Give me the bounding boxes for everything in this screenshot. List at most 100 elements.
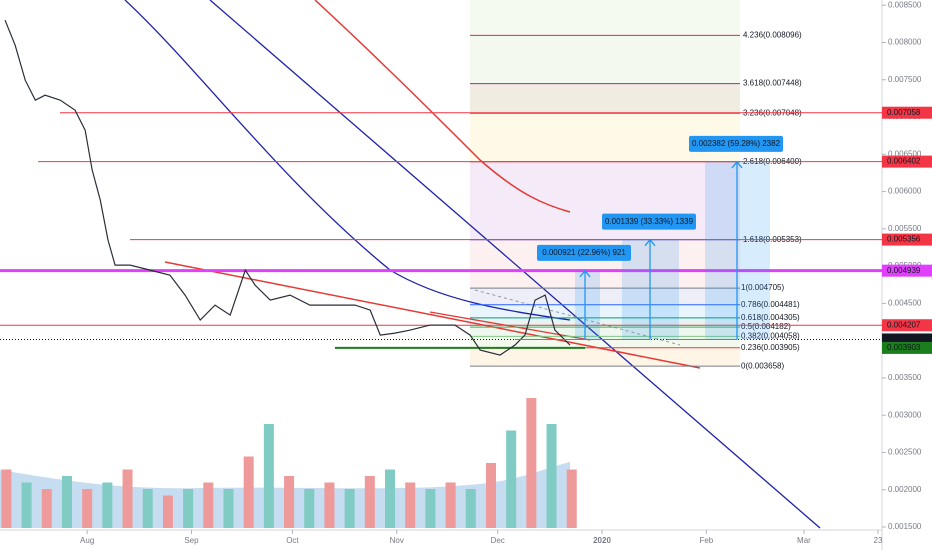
price-tag	[882, 264, 932, 277]
volume-bar	[304, 489, 315, 528]
volume-bar	[425, 489, 436, 528]
trend-line	[474, 289, 681, 346]
volume-bar	[223, 489, 234, 528]
volume-bar	[566, 469, 577, 528]
measure-box	[537, 244, 631, 261]
fib-label: 0.5(0.004182)	[741, 322, 791, 331]
fib-label: 1(0.004705)	[741, 283, 784, 292]
y-tick-label: 0.002500	[888, 448, 922, 457]
volume-bar	[183, 489, 194, 528]
x-tick-label: Dec	[491, 536, 505, 545]
moving-average	[124, 0, 571, 321]
fib-label: 0.786(0.004481)	[741, 300, 800, 309]
price-tag-label: 0.004207	[887, 320, 921, 329]
fib-band	[470, 317, 740, 328]
price-tag	[882, 319, 932, 332]
volume-bar	[243, 456, 254, 528]
price-tag-label: 0.004939	[887, 266, 921, 275]
fib-label: 0.236(0.003905)	[741, 343, 800, 352]
y-tick-label: 0.004500	[888, 298, 922, 307]
arrow-head	[644, 238, 656, 247]
volume-bar	[405, 482, 416, 528]
fib-label: 0(0.003658)	[741, 361, 784, 370]
volume-bar	[142, 489, 153, 528]
price-tag	[882, 233, 932, 246]
price-tag-label: 0.003903	[887, 343, 921, 352]
measure-label: 0.002382 (59.28%) 2382	[692, 139, 781, 148]
volume-bar	[344, 489, 355, 528]
fib-label: 3.618(0.007448)	[743, 79, 802, 88]
x-tick-label: Feb	[699, 536, 713, 545]
volume-bar	[526, 398, 537, 528]
fib-label: 0.618(0.004305)	[741, 313, 800, 322]
price-tag	[882, 155, 932, 168]
volume-bar	[162, 495, 173, 528]
price-tag-label: 0.004016	[887, 335, 921, 344]
volume-bar	[465, 489, 476, 528]
volume-bar	[102, 482, 113, 528]
price-tag-label: 0.005356	[887, 235, 921, 244]
y-tick-label: 0.003500	[888, 373, 922, 382]
volume-bar	[445, 482, 456, 528]
fib-band	[470, 0, 740, 36]
fib-band	[470, 83, 740, 114]
y-tick-label: 0.002000	[888, 485, 922, 494]
volume-bar	[263, 424, 274, 528]
x-tick-label: 2020	[593, 536, 611, 545]
trend-line	[429, 311, 591, 341]
measure-box	[689, 135, 783, 152]
fib-band	[470, 304, 740, 318]
volume-bar	[82, 489, 93, 528]
trend-line	[164, 261, 701, 369]
price-line	[4, 19, 571, 356]
volume-bar	[385, 469, 396, 528]
x-tick-label: Nov	[390, 536, 404, 545]
volume-bar	[61, 476, 72, 528]
fib-band	[470, 35, 740, 84]
volume-bar	[21, 482, 32, 528]
fib-label: 4.236(0.008096)	[743, 30, 802, 39]
price-tag	[882, 341, 932, 354]
volume-bar	[364, 476, 375, 528]
y-tick-label: 0.003000	[888, 410, 922, 419]
y-tick-label: 0.001500	[888, 522, 922, 531]
price-tag-label: 0.007058	[887, 108, 921, 117]
moving-average	[314, 0, 571, 213]
x-tick-label: Mar	[797, 536, 811, 545]
price-tag-label: 0.006402	[887, 157, 921, 166]
x-tick-label: 23	[874, 536, 883, 545]
y-tick-label: 0.008500	[888, 0, 922, 9]
measure-label: 0.000921 (22.96%) 921	[542, 248, 626, 257]
measure-label: 0.001339 (33.33%) 1339	[605, 217, 694, 226]
trend-line	[209, 0, 821, 529]
x-tick-label: Sep	[184, 536, 199, 545]
fib-band	[470, 327, 740, 337]
volume-bar	[203, 482, 214, 528]
volume-bar	[324, 482, 335, 528]
measure-range	[575, 270, 600, 340]
arrow-head	[579, 269, 591, 278]
volume-bar	[41, 489, 52, 528]
fib-band	[470, 288, 740, 305]
x-tick-label: Aug	[80, 536, 94, 545]
measure-box	[602, 213, 696, 230]
arrow-head	[731, 160, 743, 169]
volume-bar	[284, 476, 295, 528]
y-tick-label: 0.007500	[888, 75, 922, 84]
volume-bar	[506, 430, 517, 528]
fib-label: 0.382(0.004058)	[741, 331, 800, 340]
x-tick-label: Oct	[286, 536, 299, 545]
volume-bar	[122, 469, 133, 528]
y-tick-label: 0.006500	[888, 149, 922, 158]
volume-bar	[1, 469, 12, 528]
volume-bar	[485, 463, 496, 528]
y-tick-label: 0.005500	[888, 224, 922, 233]
y-tick-label: 0.006000	[888, 187, 922, 196]
volume-bar	[546, 424, 557, 528]
fib-background	[470, 0, 740, 367]
y-tick-label: 0.008000	[888, 38, 922, 47]
